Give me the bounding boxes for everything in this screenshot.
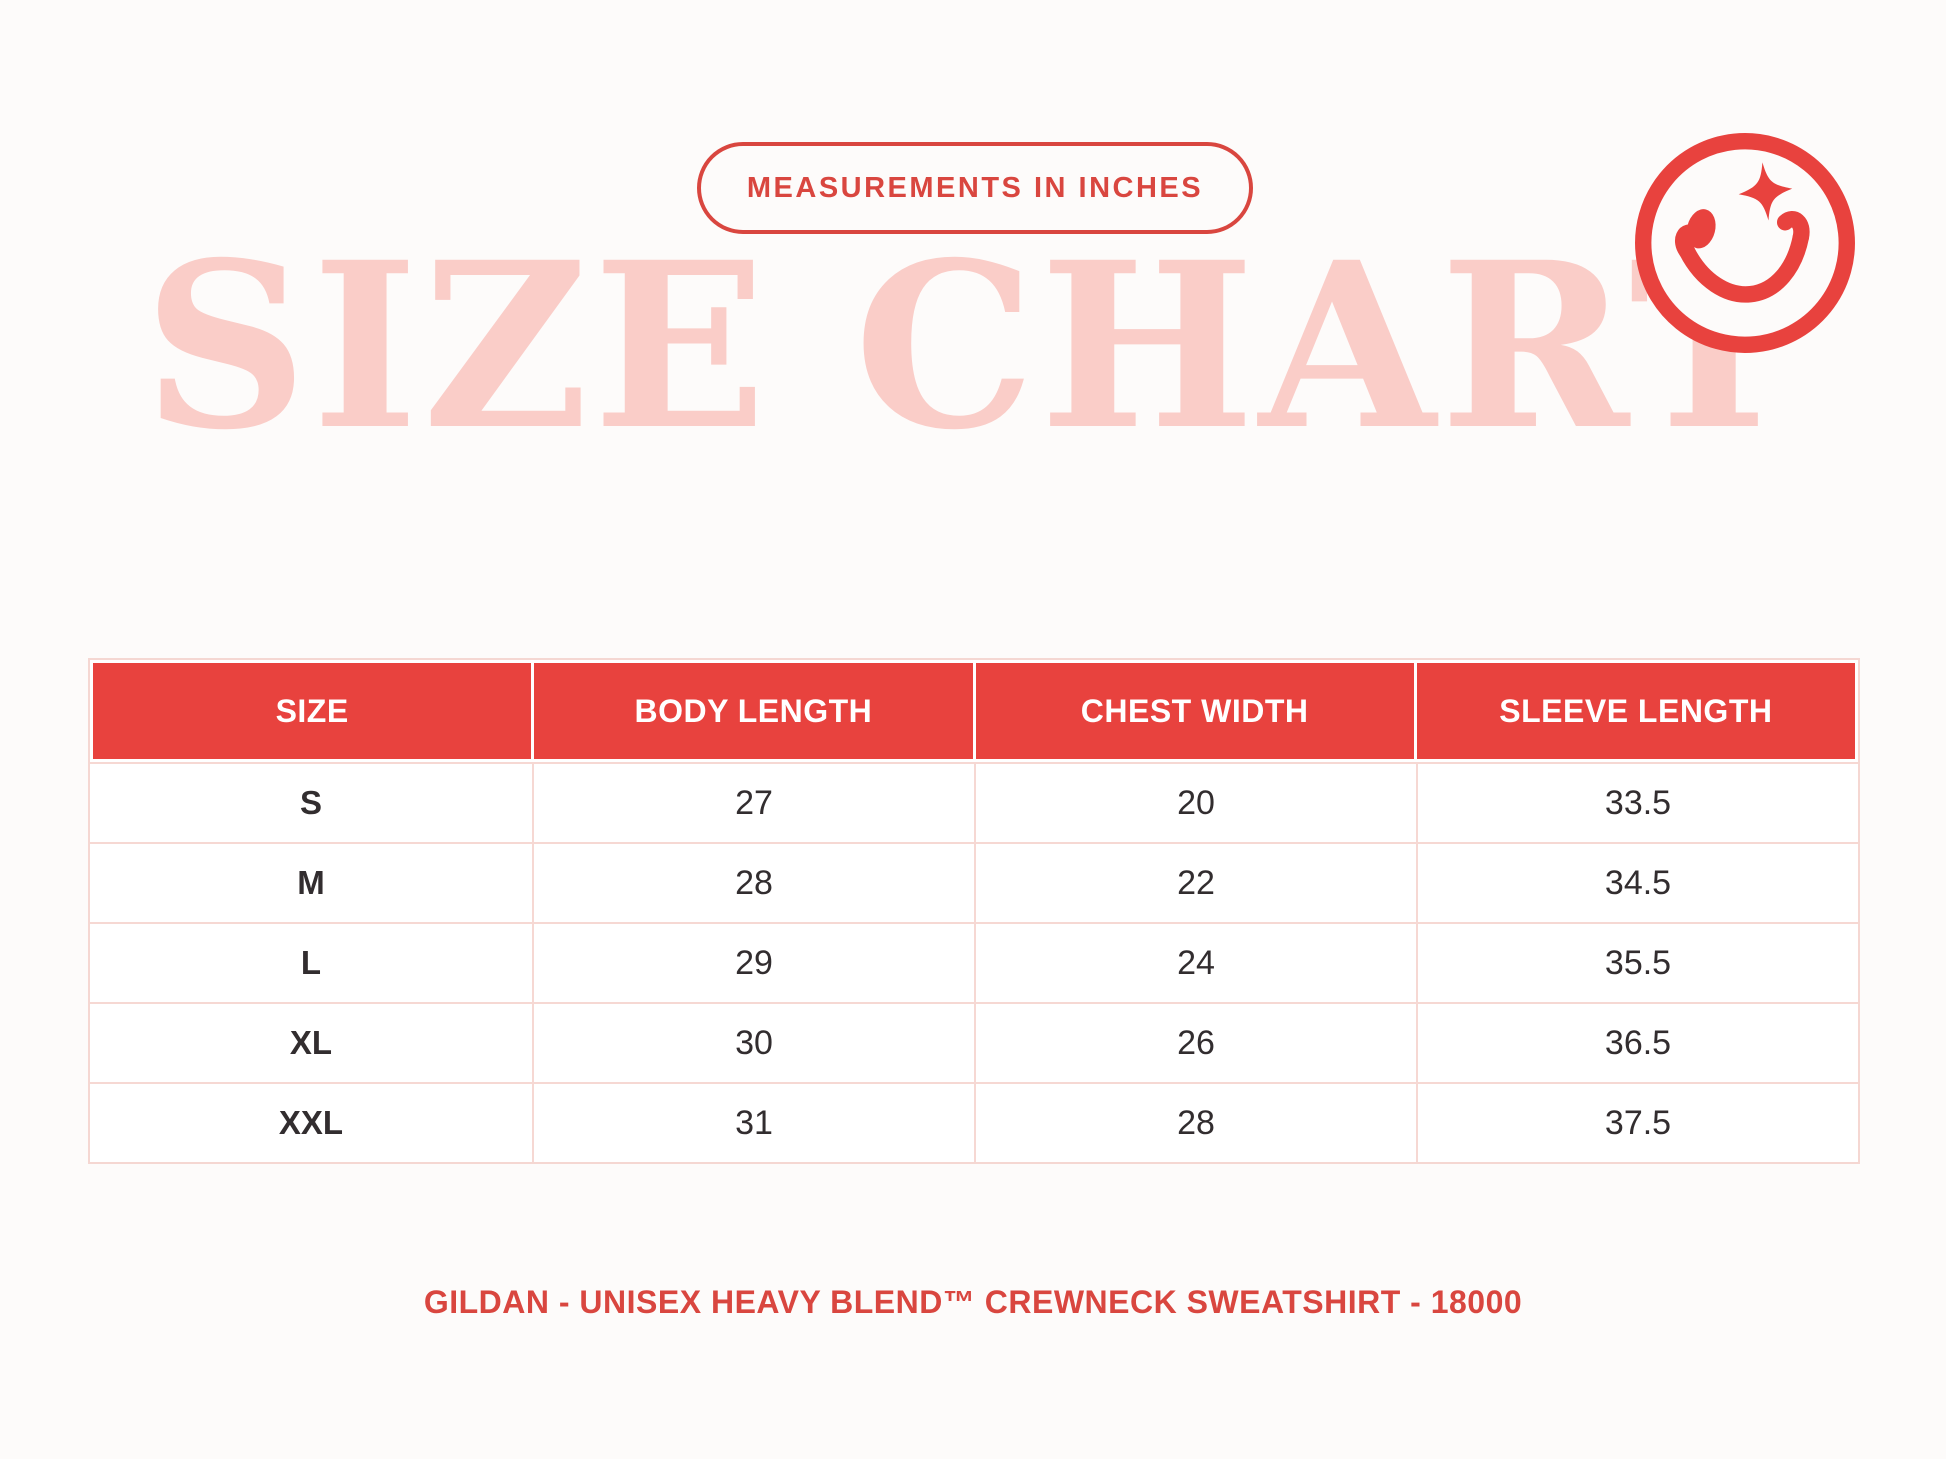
cell-sleeve-length: 33.5	[1416, 764, 1858, 842]
cell-size: L	[300, 944, 322, 981]
cell-chest-width: 28	[974, 1084, 1416, 1162]
cell-size: XXL	[278, 1104, 344, 1141]
cell-size: XL	[289, 1024, 333, 1061]
column-header-chest-width: CHEST WIDTH	[975, 663, 1414, 759]
page-title: SIZE CHART	[143, 212, 1803, 480]
cell-size: M	[297, 864, 325, 901]
smiley-face-icon	[1635, 133, 1855, 353]
cell-body-length: 30	[532, 1004, 974, 1082]
cell-body-length: 27	[532, 764, 974, 842]
cell-chest-width: 20	[974, 764, 1416, 842]
table-row-s: S 27 20 33.5	[90, 762, 1858, 842]
table-row-xxl: XXL 31 28 37.5	[90, 1082, 1858, 1162]
cell-body-length: 29	[532, 924, 974, 1002]
product-caption: GILDAN - UNISEX HEAVY BLEND™ CREWNECK SW…	[423, 1284, 1523, 1320]
cell-body-length: 28	[532, 844, 974, 922]
size-table: SIZE BODY LENGTH CHEST WIDTH SLEEVE LENG…	[88, 658, 1860, 1164]
cell-sleeve-length: 37.5	[1416, 1084, 1858, 1162]
cell-size: S	[299, 784, 322, 821]
size-table-header-row: SIZE BODY LENGTH CHEST WIDTH SLEEVE LENG…	[90, 660, 1858, 762]
column-header-body-length: BODY LENGTH	[534, 663, 973, 759]
cell-sleeve-length: 36.5	[1416, 1004, 1858, 1082]
table-row-l: L 29 24 35.5	[90, 922, 1858, 1002]
measurements-badge-label: MEASUREMENTS IN INCHES	[746, 171, 1204, 204]
table-row-m: M 28 22 34.5	[90, 842, 1858, 922]
cell-body-length: 31	[532, 1084, 974, 1162]
cell-sleeve-length: 34.5	[1416, 844, 1858, 922]
cell-chest-width: 22	[974, 844, 1416, 922]
cell-chest-width: 24	[974, 924, 1416, 1002]
measurements-badge: MEASUREMENTS IN INCHES	[697, 142, 1253, 234]
table-row-xl: XL 30 26 36.5	[90, 1002, 1858, 1082]
cell-sleeve-length: 35.5	[1416, 924, 1858, 1002]
column-header-size: SIZE	[93, 663, 532, 759]
cell-chest-width: 26	[974, 1004, 1416, 1082]
column-header-sleeve-length: SLEEVE LENGTH	[1416, 663, 1855, 759]
